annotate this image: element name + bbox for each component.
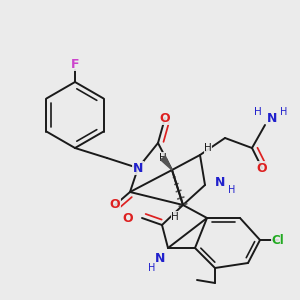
Text: H: H (148, 263, 156, 273)
Text: N: N (133, 161, 143, 175)
Text: Cl: Cl (272, 233, 284, 247)
Text: N: N (267, 112, 277, 124)
Text: H: H (159, 153, 167, 163)
Text: O: O (160, 112, 170, 124)
Text: H: H (204, 143, 212, 153)
Text: H: H (228, 185, 236, 195)
Text: O: O (257, 161, 267, 175)
Text: N: N (155, 251, 165, 265)
Text: H: H (171, 212, 179, 222)
Polygon shape (160, 156, 172, 170)
Text: N: N (215, 176, 225, 190)
Text: H: H (254, 107, 262, 117)
Text: O: O (123, 212, 133, 224)
Text: O: O (110, 199, 120, 212)
Text: H: H (280, 107, 288, 117)
Text: F: F (71, 58, 79, 70)
